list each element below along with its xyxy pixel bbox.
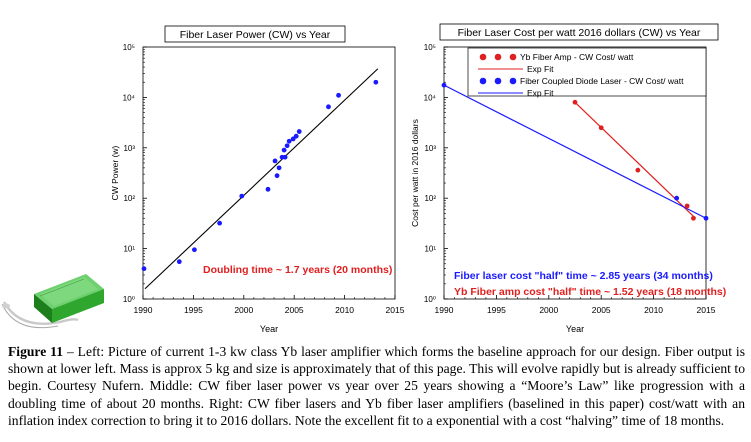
fiber-laser-amplifier-photo [1,274,104,329]
right-chart-points [441,82,709,221]
legend-blue-fit-label: Exp Fit [527,88,554,98]
left-chart-x-ticks: 1990 1995 2000 2005 2010 2015 [134,295,405,315]
left-chart-point [239,193,245,199]
right-chart-y-tick-label: 10⁰ [424,295,436,304]
right-chart-y-tick-label: 10⁵ [424,43,436,52]
right-chart-title: Fiber Laser Cost per watt 2016 dollars (… [458,27,701,39]
left-chart-doubling-annotation: Doubling time ~ 1.7 years (20 months) [203,264,392,276]
right-chart-point-series-0 [635,167,641,173]
right-chart-point-series-0 [598,125,604,131]
left-chart-point [286,138,292,144]
left-chart-point [281,147,287,153]
left-chart-fiber-laser-power: Fiber Laser Power (CW) vs Year 10⁰ 10¹ 10²… [110,25,405,334]
left-chart-y-tick-label: 10¹ [123,245,135,254]
right-chart-legend: Yb Fiber Amp - CW Cost/ watt Exp Fit Fib… [467,47,707,98]
left-chart-points [141,79,379,272]
left-chart-point [274,173,280,179]
legend-blue-series-label: Fiber Coupled Diode Laser - CW Cost/ wat… [520,76,684,86]
left-chart-point [141,266,147,272]
left-chart-y-tick-label: 10⁵ [123,43,135,52]
left-chart-point [265,186,271,192]
right-chart-y-axis-label: Cost per watt in 2016 dollars [410,119,420,227]
caption-text: – Left: Picture of current 1-3 kw class … [8,344,745,428]
right-chart-x-tick-label: 2010 [644,305,663,315]
right-chart-title-box [439,23,719,41]
legend-red-marker-2 [494,53,502,61]
left-chart-point [282,154,288,160]
right-chart-fiber-laser-cost: Fiber Laser Cost per watt 2016 dollars (… [410,23,726,334]
figure-11: Fiber Laser Power (CW) vs Year 10⁰ 10¹ 10²… [1,23,726,334]
left-chart-point [192,247,197,253]
left-chart-plot-area [142,46,396,300]
legend-blue-marker-1 [479,77,487,85]
left-chart-x-tick-label: 1990 [134,305,153,315]
right-chart-x-axis-label: Year [566,324,584,334]
right-chart-fit-line-1 [443,84,707,219]
left-chart-x-tick-label: 2000 [234,305,253,315]
left-chart-point [336,92,341,98]
left-chart-point [176,259,182,265]
right-chart-x-tick-label: 2015 [697,305,716,315]
right-chart-x-tick-label: 2000 [539,305,558,315]
right-chart-y-ticks: 10⁰ 10¹ 10² 10³ 10⁴ 10⁵ [424,43,448,304]
right-chart-x-tick-label: 2005 [592,305,611,315]
left-chart-point [284,143,290,149]
left-chart-point [276,165,282,171]
left-chart-title: Fiber Laser Power (CW) vs Year [180,29,331,41]
left-chart-x-axis-label: Year [260,324,278,334]
left-chart-point [373,79,379,85]
right-chart-point-series-0 [684,203,690,209]
legend-red-fit-label: Exp Fit [527,64,554,74]
left-chart-y-tick-label: 10⁴ [123,93,136,102]
left-chart-point [326,104,331,110]
left-chart-y-tick-label: 10² [123,194,135,203]
right-chart-point-series-0 [572,99,578,105]
left-chart-title-box [164,25,346,43]
right-chart-x-ticks: 1990 1995 2000 2005 2010 2015 [435,295,716,315]
left-chart-point [293,133,299,139]
legend-blue-marker-3 [509,77,517,85]
right-chart-point-series-0 [691,215,696,221]
legend-red-series-label: Yb Fiber Amp - CW Cost/ watt [520,52,634,62]
legend-red-marker-1 [479,53,487,61]
left-chart-point [296,129,302,134]
left-chart-x-tick-label: 1995 [184,305,203,315]
right-chart-x-tick-label: 1995 [487,305,506,315]
legend-red-marker-3 [509,53,517,61]
right-chart-point-series-1 [441,82,447,88]
left-chart-y-axis-label: CW Power (w) [110,145,120,200]
right-chart-fit-lines [443,84,707,219]
left-chart-point [272,158,278,164]
left-chart-x-tick-label: 2010 [335,305,354,315]
legend-box [467,47,707,97]
left-chart-x-tick-label: 2015 [386,305,405,315]
figure-caption: Figure 11 – Left: Picture of current 1-3… [8,343,745,429]
right-chart-plot-area [443,46,707,300]
right-chart-point-series-1 [703,215,709,221]
right-chart-y-tick-label: 10² [424,194,436,203]
right-chart-point-series-1 [674,195,680,201]
right-chart-y-tick-label: 10⁴ [424,93,437,102]
left-chart-y-tick-label: 10⁰ [123,295,135,304]
right-chart-y-tick-label: 10³ [424,144,436,153]
left-chart-point [217,220,223,226]
left-chart-fit-line [144,68,379,290]
right-chart-blue-half-time-annotation: Fiber laser cost "half" time ~ 2.85 year… [454,270,713,282]
right-chart-x-tick-label: 1990 [435,305,454,315]
caption-label: Figure 11 [8,344,64,359]
left-chart-x-tick-label: 2005 [285,305,304,315]
left-chart-y-tick-label: 10³ [123,144,135,153]
right-chart-red-half-time-annotation: Yb Fiber amp cost "half" time ~ 1.52 yea… [454,286,726,298]
legend-blue-marker-2 [494,77,502,85]
right-chart-y-tick-label: 10¹ [424,245,436,254]
